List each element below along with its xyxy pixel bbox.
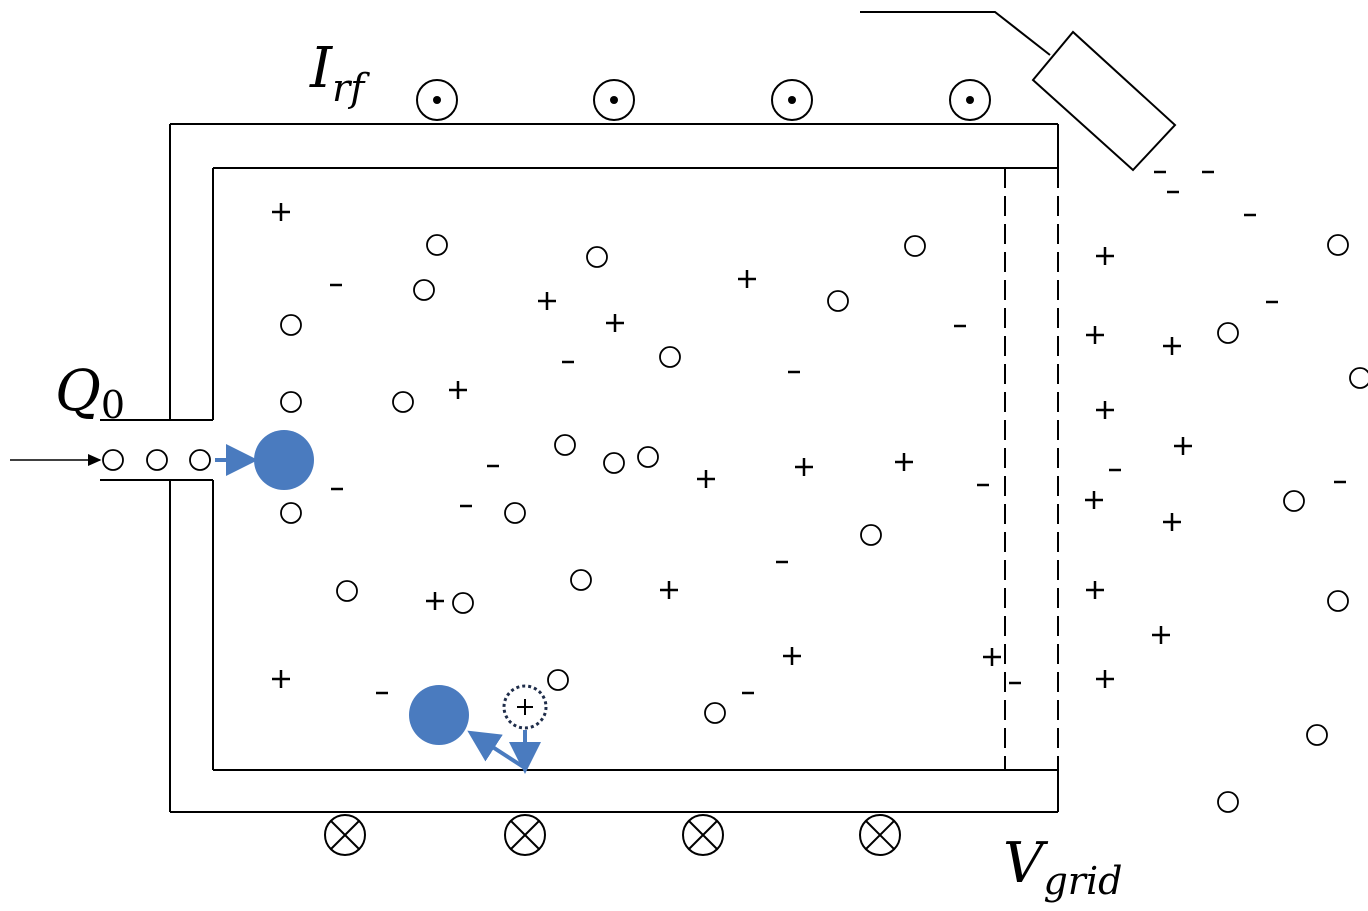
neutral <box>1327 234 1349 256</box>
neutral <box>336 580 358 602</box>
ion <box>272 670 290 688</box>
coils <box>324 79 991 856</box>
flow-label: Q0 <box>55 359 125 427</box>
neutral <box>704 702 726 724</box>
ion <box>795 458 813 476</box>
neutral <box>280 391 302 413</box>
ion <box>1163 513 1181 531</box>
neutral <box>413 279 435 301</box>
neutral <box>452 592 474 614</box>
neutral <box>280 502 302 524</box>
ion <box>1096 401 1114 419</box>
ion <box>1085 491 1103 509</box>
coil-dot <box>966 96 974 104</box>
neutral <box>827 290 849 312</box>
neutral <box>1217 322 1239 344</box>
ion <box>1096 670 1114 688</box>
ion <box>660 581 678 599</box>
ion <box>1096 247 1114 265</box>
ion <box>697 470 715 488</box>
ion <box>1163 337 1181 355</box>
coil-dot <box>610 96 618 104</box>
neutral <box>280 314 302 336</box>
ion <box>538 292 556 310</box>
coil-cross <box>688 820 718 850</box>
neutral <box>1283 490 1305 512</box>
ion <box>426 592 444 610</box>
current-label: Irf <box>309 36 370 110</box>
neutral <box>547 669 569 691</box>
coil-dot <box>788 96 796 104</box>
process-markers <box>215 430 548 774</box>
ion <box>272 203 290 221</box>
neutral <box>603 452 625 474</box>
neutral <box>426 234 448 256</box>
ion <box>895 453 913 471</box>
neutral <box>1349 367 1368 389</box>
particles <box>102 170 1368 813</box>
coil-cross <box>865 820 895 850</box>
ion <box>606 314 624 332</box>
neutral <box>189 449 211 471</box>
chamber <box>10 11 1177 813</box>
neutral <box>586 246 608 268</box>
ion <box>1086 581 1104 599</box>
neutral <box>1306 724 1328 746</box>
neutral <box>904 235 926 257</box>
grid-voltage-label: Vgrid <box>1003 831 1122 903</box>
ion <box>983 648 1001 666</box>
neutral <box>1217 791 1239 813</box>
ion <box>449 381 467 399</box>
neutral <box>1327 590 1349 612</box>
neutral <box>570 569 592 591</box>
ion <box>1086 326 1104 344</box>
ion <box>1152 626 1170 644</box>
ion <box>783 647 801 665</box>
coil-cross <box>510 820 540 850</box>
neutral <box>637 446 659 468</box>
neutral <box>102 449 124 471</box>
ion <box>738 270 756 288</box>
neutral <box>392 391 414 413</box>
neutral <box>554 434 576 456</box>
neutral <box>860 524 882 546</box>
neutral <box>504 502 526 524</box>
coil-cross <box>330 820 360 850</box>
coil-dot <box>433 96 441 104</box>
neutral <box>146 449 168 471</box>
ion <box>1174 437 1192 455</box>
neutral <box>659 346 681 368</box>
